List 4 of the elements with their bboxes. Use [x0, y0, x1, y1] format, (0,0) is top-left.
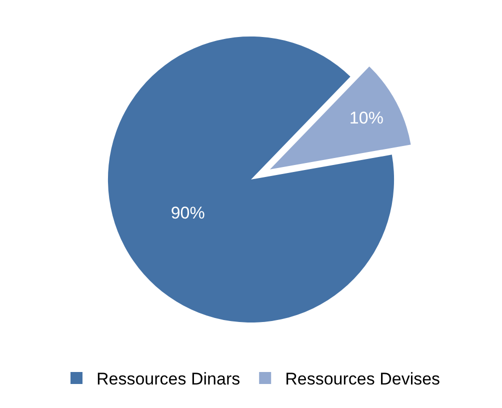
- data-label: 10%: [349, 108, 384, 128]
- data-label: 90%: [170, 204, 205, 223]
- legend-label: Ressources Dinars: [96, 370, 240, 389]
- legend-label: Ressources Devises: [285, 370, 440, 389]
